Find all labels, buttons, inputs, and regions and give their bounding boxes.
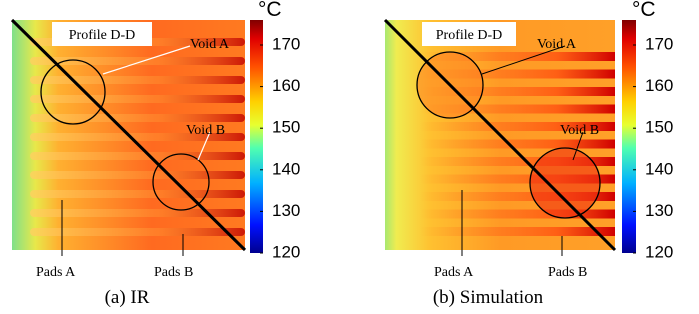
pad-stripe [30, 171, 245, 179]
simulation-map [385, 20, 615, 256]
pad-stripe [30, 190, 245, 198]
pads-a-label: Pads A [434, 265, 474, 280]
caption: (a) IR [105, 287, 150, 308]
pads-b-label: Pads B [548, 265, 587, 280]
void-a-label: Void A [537, 37, 577, 52]
colorbar-tick-label: 160 [645, 76, 673, 95]
colorbar-tick-label: 140 [645, 159, 673, 178]
pads-a-label: Pads A [36, 265, 76, 280]
figure: Profile D-D Void A Void B Pads A Pads B … [0, 0, 699, 314]
pad-stripe [30, 152, 245, 160]
pad-stripe [30, 57, 245, 65]
pad-stripe [420, 227, 615, 236]
colorbar-tick-label: 170 [272, 34, 300, 53]
pad-stripe [30, 95, 245, 103]
colorbar-tick-label: 130 [645, 201, 673, 220]
profile-label: Profile D-D [436, 28, 503, 43]
pad-stripe [30, 114, 245, 122]
void-b-label: Void B [186, 123, 225, 138]
pads-b-label: Pads B [154, 265, 193, 280]
colorbar-tick-label: 150 [645, 118, 673, 137]
colorbar-tick-label: 170 [645, 34, 673, 53]
pad-stripe [420, 140, 615, 149]
colorbar-tick-label: 130 [272, 201, 300, 220]
pad-stripe [30, 76, 245, 84]
colorbar-tick-label: 160 [272, 76, 300, 95]
colorbar-unit: °C [632, 0, 656, 21]
profile-label: Profile D-D [69, 28, 136, 43]
colorbar-unit: °C [258, 0, 282, 21]
colorbar [622, 20, 636, 253]
colorbar-tick-label: 120 [272, 242, 300, 261]
colorbar-tick-label: 150 [272, 118, 300, 137]
void-a-label: Void A [190, 37, 230, 52]
colorbar [250, 20, 263, 253]
caption: (b) Simulation [433, 287, 544, 308]
void-b-label: Void B [560, 123, 599, 138]
colorbar-tick-label: 120 [645, 242, 673, 261]
ir-map [12, 20, 245, 256]
colorbar-tick-label: 140 [272, 159, 300, 178]
